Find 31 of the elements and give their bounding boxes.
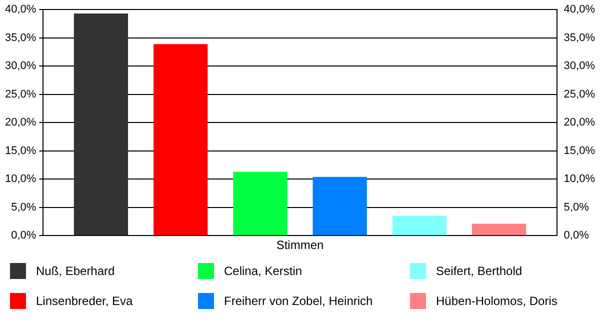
legend-label: Freiherr von Zobel, Heinrich [224, 294, 373, 308]
x-tick-label: Stimmen [276, 238, 324, 252]
text: 40,0% [564, 4, 596, 16]
y-tick-label: 35,0% [4, 32, 36, 44]
bar [392, 216, 446, 236]
y-tick-label: 0,0% [11, 230, 36, 242]
bar [312, 176, 367, 236]
bar [472, 224, 526, 236]
y-tick-label: 20,0% [4, 116, 36, 129]
bar [233, 172, 288, 236]
text: 25,0% [564, 88, 596, 100]
legend-label: Seifert, Berthold [436, 264, 522, 278]
legend-label: Nuß, Eberhard [36, 264, 115, 278]
text: 5,0% [564, 201, 589, 214]
y-tick-label: 30,0% [4, 60, 36, 72]
y-tick-label: 10,0% [4, 173, 36, 186]
text: 30,0% [564, 60, 596, 72]
text: 20,0% [564, 116, 596, 129]
text: 35,0% [564, 32, 596, 44]
y-tick-label: 15,0% [4, 144, 36, 157]
bar [154, 44, 208, 236]
bar [74, 14, 128, 236]
y-tick-label: 5,0% [11, 201, 36, 214]
legend-label: Linsenbreder, Eva [36, 294, 133, 308]
legend-label: Hüben-Holomos, Doris [436, 294, 558, 308]
y-tick-label: 25,0% [4, 88, 36, 100]
text: 0,0% [564, 230, 589, 242]
legend-label: Celina, Kerstin [224, 264, 302, 278]
text: 15,0% [564, 144, 596, 157]
text: 10,0% [564, 173, 596, 186]
y-tick-label: 40,0% [4, 4, 36, 16]
